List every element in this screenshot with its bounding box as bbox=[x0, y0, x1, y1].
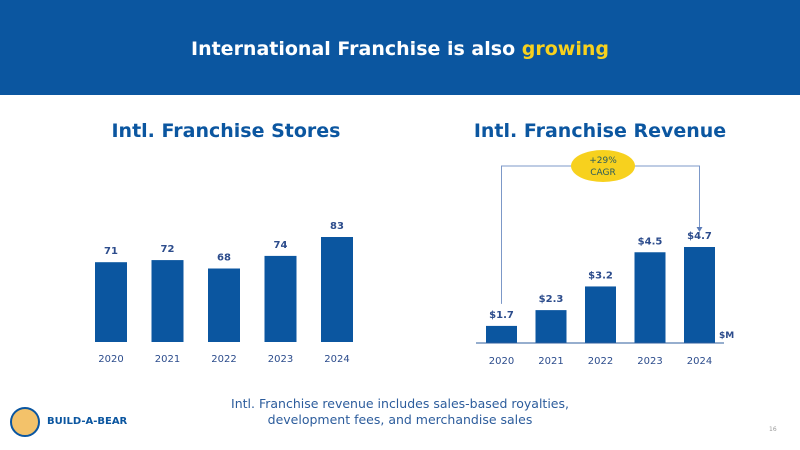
data-label: $1.7 bbox=[489, 310, 514, 321]
footnote-line-1: Intl. Franchise revenue includes sales-b… bbox=[231, 396, 569, 411]
bar-2020 bbox=[95, 262, 127, 342]
bar-2021 bbox=[151, 260, 184, 342]
data-label: 74 bbox=[274, 240, 288, 251]
data-label: 83 bbox=[330, 221, 344, 232]
bar-2024 bbox=[684, 247, 715, 343]
x-tick-label: 2022 bbox=[211, 354, 236, 365]
bar-2022 bbox=[208, 268, 240, 342]
title-highlight: growing bbox=[521, 38, 609, 60]
cagr-label: CAGR bbox=[590, 168, 616, 178]
bar-2023 bbox=[264, 255, 297, 342]
bar-2022 bbox=[585, 286, 616, 343]
cagr-value: +29% bbox=[589, 156, 617, 166]
cagr-badge bbox=[571, 150, 635, 182]
x-tick-label: 2021 bbox=[155, 354, 180, 365]
data-label: $4.7 bbox=[687, 231, 712, 242]
brand-name: BUILD-A-BEAR bbox=[47, 416, 128, 427]
bar-2021 bbox=[535, 310, 567, 343]
stores-chart-title: Intl. Franchise Stores bbox=[111, 120, 341, 142]
data-label: 72 bbox=[161, 244, 175, 255]
bar-2024 bbox=[321, 237, 353, 342]
footnote-line-2: development fees, and merchandise sales bbox=[267, 412, 533, 427]
x-tick-label: 2020 bbox=[489, 356, 514, 367]
x-tick-label: 2023 bbox=[268, 354, 293, 365]
bar-2020 bbox=[486, 325, 517, 343]
x-tick-label: 2020 bbox=[98, 354, 123, 365]
data-label: $4.5 bbox=[638, 236, 663, 247]
x-tick-label: 2021 bbox=[538, 356, 563, 367]
x-tick-label: 2024 bbox=[687, 356, 712, 367]
title-text: International Franchise is also bbox=[191, 38, 516, 60]
slide-title: International Franchise is also growing bbox=[0, 38, 800, 60]
page-number: 16 bbox=[769, 426, 777, 433]
unit-label: $M bbox=[719, 331, 734, 341]
build-a-bear-logo-icon bbox=[10, 407, 40, 437]
data-label: $2.3 bbox=[539, 294, 564, 305]
data-label: 68 bbox=[217, 253, 231, 264]
footnote: Intl. Franchise revenue includes sales-b… bbox=[200, 396, 600, 428]
x-tick-label: 2023 bbox=[637, 356, 662, 367]
header-banner: International Franchise is also growing bbox=[0, 0, 800, 95]
data-label: $3.2 bbox=[588, 270, 613, 281]
data-label: 71 bbox=[104, 246, 118, 257]
cagr-connector bbox=[501, 165, 700, 304]
arrow-head-icon bbox=[696, 227, 703, 232]
x-tick-label: 2022 bbox=[588, 356, 613, 367]
bar-2023 bbox=[634, 252, 666, 343]
revenue-chart-title: Intl. Franchise Revenue bbox=[473, 120, 727, 142]
x-tick-label: 2024 bbox=[324, 354, 349, 365]
